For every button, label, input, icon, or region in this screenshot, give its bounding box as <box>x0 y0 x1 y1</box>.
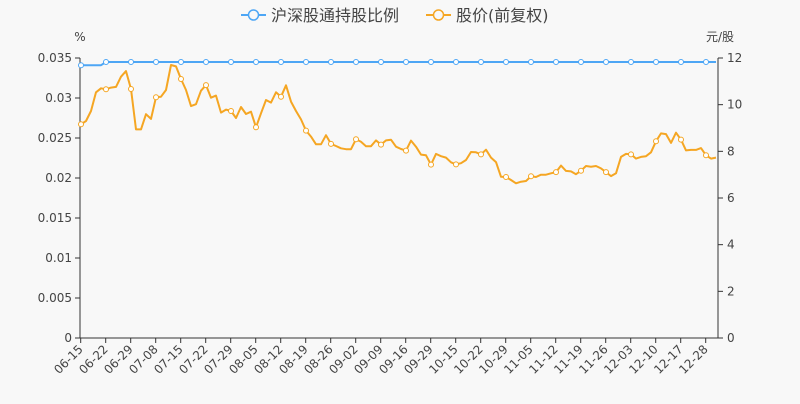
data-point[interactable] <box>178 59 184 65</box>
data-point[interactable] <box>128 59 134 65</box>
data-point[interactable] <box>503 174 509 180</box>
series-line <box>80 64 717 185</box>
data-point[interactable] <box>503 59 509 65</box>
data-point[interactable] <box>678 59 684 65</box>
data-point[interactable] <box>203 82 209 89</box>
data-point[interactable] <box>278 93 284 100</box>
data-point[interactable] <box>378 141 384 148</box>
data-point[interactable] <box>403 147 409 154</box>
data-point[interactable] <box>228 107 234 114</box>
data-point[interactable] <box>253 59 259 65</box>
data-point[interactable] <box>353 59 359 65</box>
left-axis-tick-label: 0.03 <box>45 91 72 105</box>
data-point[interactable] <box>528 59 534 65</box>
data-point[interactable] <box>453 161 459 168</box>
series-stock-price <box>78 64 717 185</box>
data-point[interactable] <box>353 136 359 143</box>
data-point[interactable] <box>103 59 109 65</box>
right-axis-tick-label: 6 <box>727 191 735 205</box>
left-axis-tick-label: 0.025 <box>38 131 72 145</box>
left-axis-tick-label: 0.035 <box>38 51 72 65</box>
data-point[interactable] <box>378 59 384 65</box>
legend-circle-icon <box>432 9 445 21</box>
data-point[interactable] <box>578 167 584 174</box>
data-point[interactable] <box>603 169 609 176</box>
left-axis-tick-label: 0 <box>64 331 72 345</box>
data-point[interactable] <box>478 59 484 65</box>
left-axis-tick-label: 0.01 <box>45 251 72 265</box>
data-point[interactable] <box>553 59 559 65</box>
data-point[interactable] <box>328 59 334 65</box>
data-point[interactable] <box>228 59 234 65</box>
data-point[interactable] <box>103 86 109 93</box>
data-point[interactable] <box>328 140 334 147</box>
series-holding-ratio <box>78 59 716 69</box>
data-point[interactable] <box>303 59 309 65</box>
left-axis-tick-label: 0.015 <box>38 211 72 225</box>
data-point[interactable] <box>203 59 209 65</box>
data-point[interactable] <box>603 59 609 65</box>
data-point[interactable] <box>253 124 259 131</box>
data-point[interactable] <box>653 59 659 65</box>
data-point[interactable] <box>403 59 409 65</box>
legend[interactable]: 沪深股通持股比例 股价(前复权) <box>241 6 549 25</box>
data-point[interactable] <box>178 76 184 82</box>
right-axis-tick-label: 10 <box>727 98 742 112</box>
legend-label: 股价(前复权) <box>456 6 549 25</box>
legend-label: 沪深股通持股比例 <box>271 6 399 25</box>
data-point[interactable] <box>278 59 284 65</box>
left-axis-unit: % <box>74 30 85 44</box>
series-line <box>81 61 716 67</box>
data-point[interactable] <box>428 161 434 168</box>
data-point[interactable] <box>653 138 659 145</box>
data-point[interactable] <box>78 121 84 128</box>
data-point[interactable] <box>628 59 634 65</box>
data-point[interactable] <box>478 151 484 158</box>
right-axis-unit: 元/股 <box>706 30 734 44</box>
data-point[interactable] <box>703 59 709 65</box>
right-axis-tick-label: 0 <box>727 331 735 345</box>
legend-item-holding-ratio[interactable]: 沪深股通持股比例 <box>241 6 399 25</box>
data-point[interactable] <box>78 62 84 69</box>
right-axis-tick-label: 12 <box>727 51 742 65</box>
data-point[interactable] <box>678 136 684 143</box>
data-point[interactable] <box>578 59 584 65</box>
data-point[interactable] <box>428 59 434 65</box>
data-point[interactable] <box>703 152 709 159</box>
right-axis-tick-label: 2 <box>727 284 735 298</box>
legend-circle-icon <box>247 9 260 21</box>
data-point[interactable] <box>303 127 309 134</box>
data-point[interactable] <box>128 86 134 93</box>
right-axis-tick-label: 8 <box>727 144 735 158</box>
data-point[interactable] <box>153 94 159 101</box>
left-axis-tick-label: 0.005 <box>38 291 72 305</box>
data-point[interactable] <box>553 169 559 176</box>
data-point[interactable] <box>628 151 634 158</box>
legend-item-stock-price[interactable]: 股价(前复权) <box>426 6 549 25</box>
data-point[interactable] <box>528 173 534 180</box>
data-point[interactable] <box>153 59 159 65</box>
data-point[interactable] <box>453 59 459 65</box>
left-axis-tick-label: 0.02 <box>45 171 72 185</box>
right-axis-tick-label: 4 <box>727 238 735 252</box>
x-axis-tick-label: 12-28 <box>676 342 711 377</box>
